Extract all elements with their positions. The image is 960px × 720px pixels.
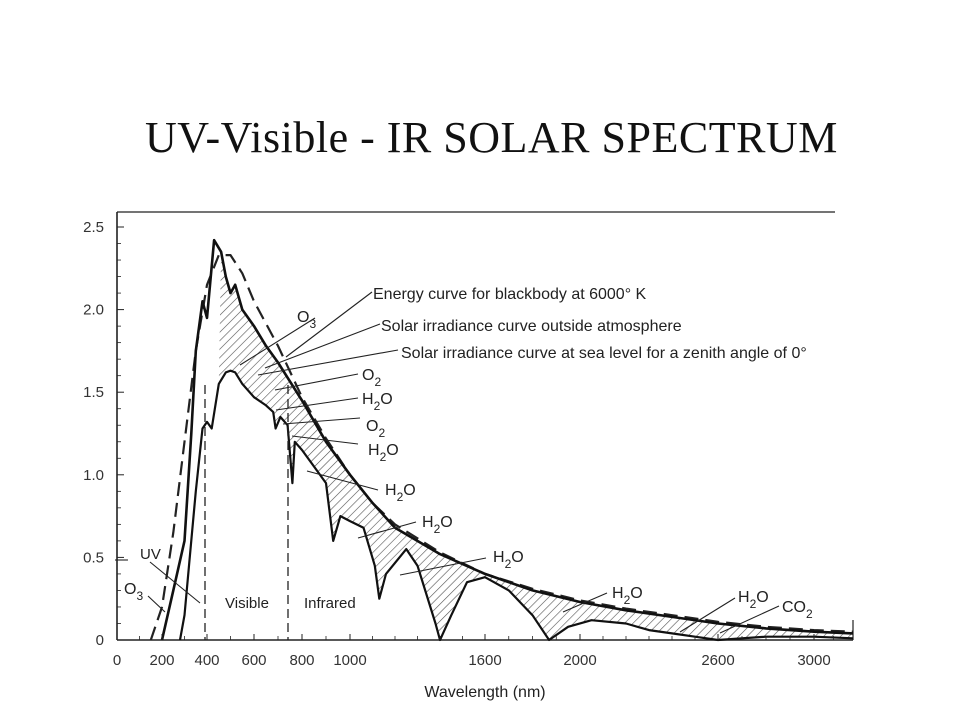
h2o-label: H2O (362, 391, 393, 413)
x-tick-label: 2000 (563, 652, 596, 669)
y-tick-label: 1.5 (83, 384, 104, 401)
annotation-leader-line (399, 557, 487, 576)
y-tick-label: 2.0 (83, 302, 104, 319)
annotation-leader-line (239, 317, 316, 366)
h2o-label: H2O (422, 514, 453, 536)
x-tick-label: 400 (194, 652, 219, 669)
page-title: UV-Visible - IR SOLAR SPECTRUM (145, 113, 838, 162)
annotation-leader-line (282, 417, 361, 425)
absorption-hatch-area (218, 251, 854, 641)
annotation-leader-line (149, 561, 201, 604)
annotation-leader-line (274, 373, 359, 391)
x-tick-label: 3000 (797, 652, 830, 669)
x-axis-title: Wavelength (nm) (424, 684, 545, 701)
x-tick-label: 1600 (468, 652, 501, 669)
x-tick-label: 1000 (333, 652, 366, 669)
annotation-leader-line (147, 595, 166, 613)
legend-label-sea-level: Solar irradiance curve at sea level for … (401, 345, 807, 362)
x-tick-label: 2600 (701, 652, 734, 669)
o3-bottom-label: O3 (124, 581, 143, 603)
annotation-leader-line (719, 605, 780, 634)
legend-label-blackbody: Energy curve for blackbody at 6000° K (373, 286, 647, 303)
annotation-leader-line (357, 521, 417, 539)
y-tick-label: 2.5 (83, 219, 104, 236)
o2-label: O2 (362, 367, 381, 389)
o2-label: O2 (366, 418, 385, 440)
annotation-leader-line (562, 592, 608, 613)
annotation-leader-line (291, 435, 359, 445)
o3-label: O3 (297, 309, 316, 331)
h2o-label: H2O (493, 549, 524, 571)
h2o-label: H2O (385, 482, 416, 504)
series-line-sea-level (178, 369, 854, 642)
annotation-leader-line (257, 349, 399, 376)
h2o-label: H2O (738, 589, 769, 611)
x-tick-label: 600 (241, 652, 266, 669)
co2-label: CO2 (782, 599, 813, 621)
legend-label-outside-atmosphere: Solar irradiance curve outside atmospher… (381, 318, 682, 335)
x-tick-label: 200 (149, 652, 174, 669)
annotation-leader-line (264, 323, 381, 369)
infrared-label: Infrared (304, 595, 356, 612)
annotation-leader-line (306, 470, 379, 491)
annotation-leader-line (285, 291, 373, 358)
y-tick-label: 0 (96, 632, 104, 649)
visible-label: Visible (225, 595, 269, 612)
annotation-leader-line (679, 597, 736, 633)
h2o-label: H2O (368, 442, 399, 464)
y-tick-label: 1.0 (83, 467, 104, 484)
h2o-label: H2O (612, 585, 643, 607)
uv-label: UV (140, 546, 161, 563)
y-tick-label: 0.5 (83, 549, 104, 566)
x-tick-label: 0 (113, 652, 121, 669)
annotation-leader-line (275, 397, 359, 411)
x-tick-label: 800 (289, 652, 314, 669)
